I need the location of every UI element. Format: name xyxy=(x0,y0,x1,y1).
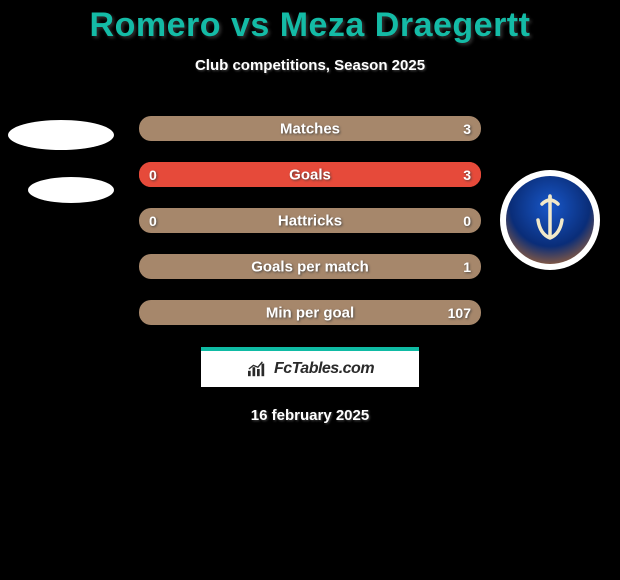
brand-box: FcTables.com xyxy=(201,347,419,387)
stats-rows-container: Matches 3 Goals 0 3 Hattricks 0 0 Goals per matc… xyxy=(0,116,620,325)
stat-value-left: 0 xyxy=(149,167,157,183)
stat-value-left: 0 xyxy=(149,213,157,229)
stat-value-right: 1 xyxy=(463,259,471,275)
stat-value-right: 107 xyxy=(448,305,471,321)
page-title: Romero vs Meza Draegertt xyxy=(0,0,620,45)
stat-label: Hattricks xyxy=(278,212,342,229)
stat-value-right: 3 xyxy=(463,121,471,137)
stat-row: Matches 3 xyxy=(139,116,481,141)
stat-row: Hattricks 0 0 xyxy=(139,208,481,233)
stat-label: Matches xyxy=(280,120,340,137)
stat-row: Goals per match 1 xyxy=(139,254,481,279)
stat-row: Goals 0 3 xyxy=(139,162,481,187)
stat-label: Goals xyxy=(289,166,331,183)
brand-text: FcTables.com xyxy=(274,360,374,378)
stat-label: Goals per match xyxy=(251,258,369,275)
stat-value-right: 0 xyxy=(463,213,471,229)
page-subtitle: Club competitions, Season 2025 xyxy=(0,57,620,74)
stat-row: Min per goal 107 xyxy=(139,300,481,325)
date-text: 16 february 2025 xyxy=(0,407,620,424)
stat-value-right: 3 xyxy=(463,167,471,183)
stat-label: Min per goal xyxy=(266,304,354,321)
brand-chart-icon xyxy=(246,360,268,378)
